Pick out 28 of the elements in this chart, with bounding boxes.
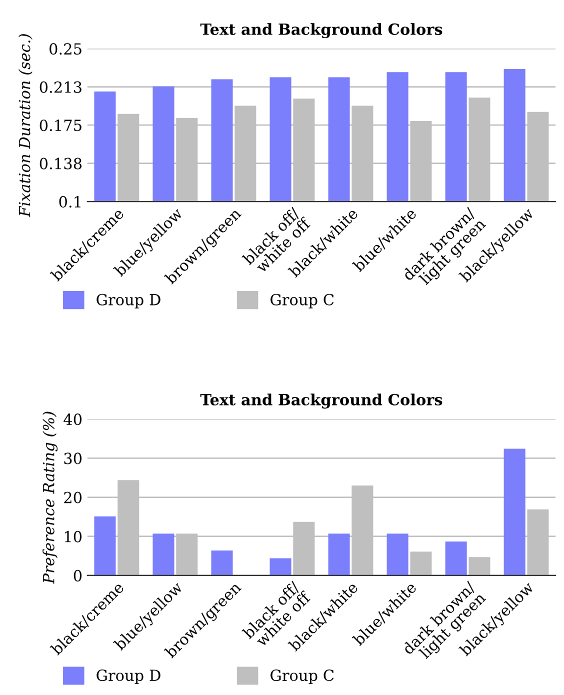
- bar: [270, 558, 292, 576]
- legend-label: Group D: [96, 670, 160, 684]
- bar: [410, 552, 432, 576]
- y-axis-title: Preference Rating (%): [42, 412, 58, 584]
- y-tick-label: 0.213: [40, 81, 82, 93]
- legend-label: Group C: [270, 294, 334, 308]
- y-tick-label: 0: [74, 570, 82, 582]
- y-tick-label: 0.25: [50, 43, 82, 55]
- y-tick-label: 0.1: [59, 196, 80, 208]
- y-tick-label: 0.138: [40, 158, 82, 170]
- bar: [328, 534, 350, 576]
- bar: [94, 516, 116, 576]
- bar: [152, 534, 174, 576]
- bar: [211, 550, 233, 576]
- bar: [468, 557, 490, 576]
- bar: [504, 448, 526, 576]
- chart-title: Text and Background Colors: [200, 394, 442, 409]
- y-tick-label: 30: [64, 452, 82, 464]
- y-tick-label: 20: [64, 492, 82, 504]
- bar: [445, 541, 467, 576]
- legend-label: Group D: [96, 294, 160, 308]
- bar: [386, 534, 408, 576]
- y-axis-title: Fixation Duration (sec.): [18, 34, 32, 218]
- legend-label: Group C: [270, 670, 334, 684]
- y-tick-label: 40: [64, 414, 82, 426]
- y-tick-label: 10: [64, 530, 82, 542]
- y-tick-label: 0.175: [40, 120, 82, 132]
- chart-title: Text and Background Colors: [200, 23, 442, 38]
